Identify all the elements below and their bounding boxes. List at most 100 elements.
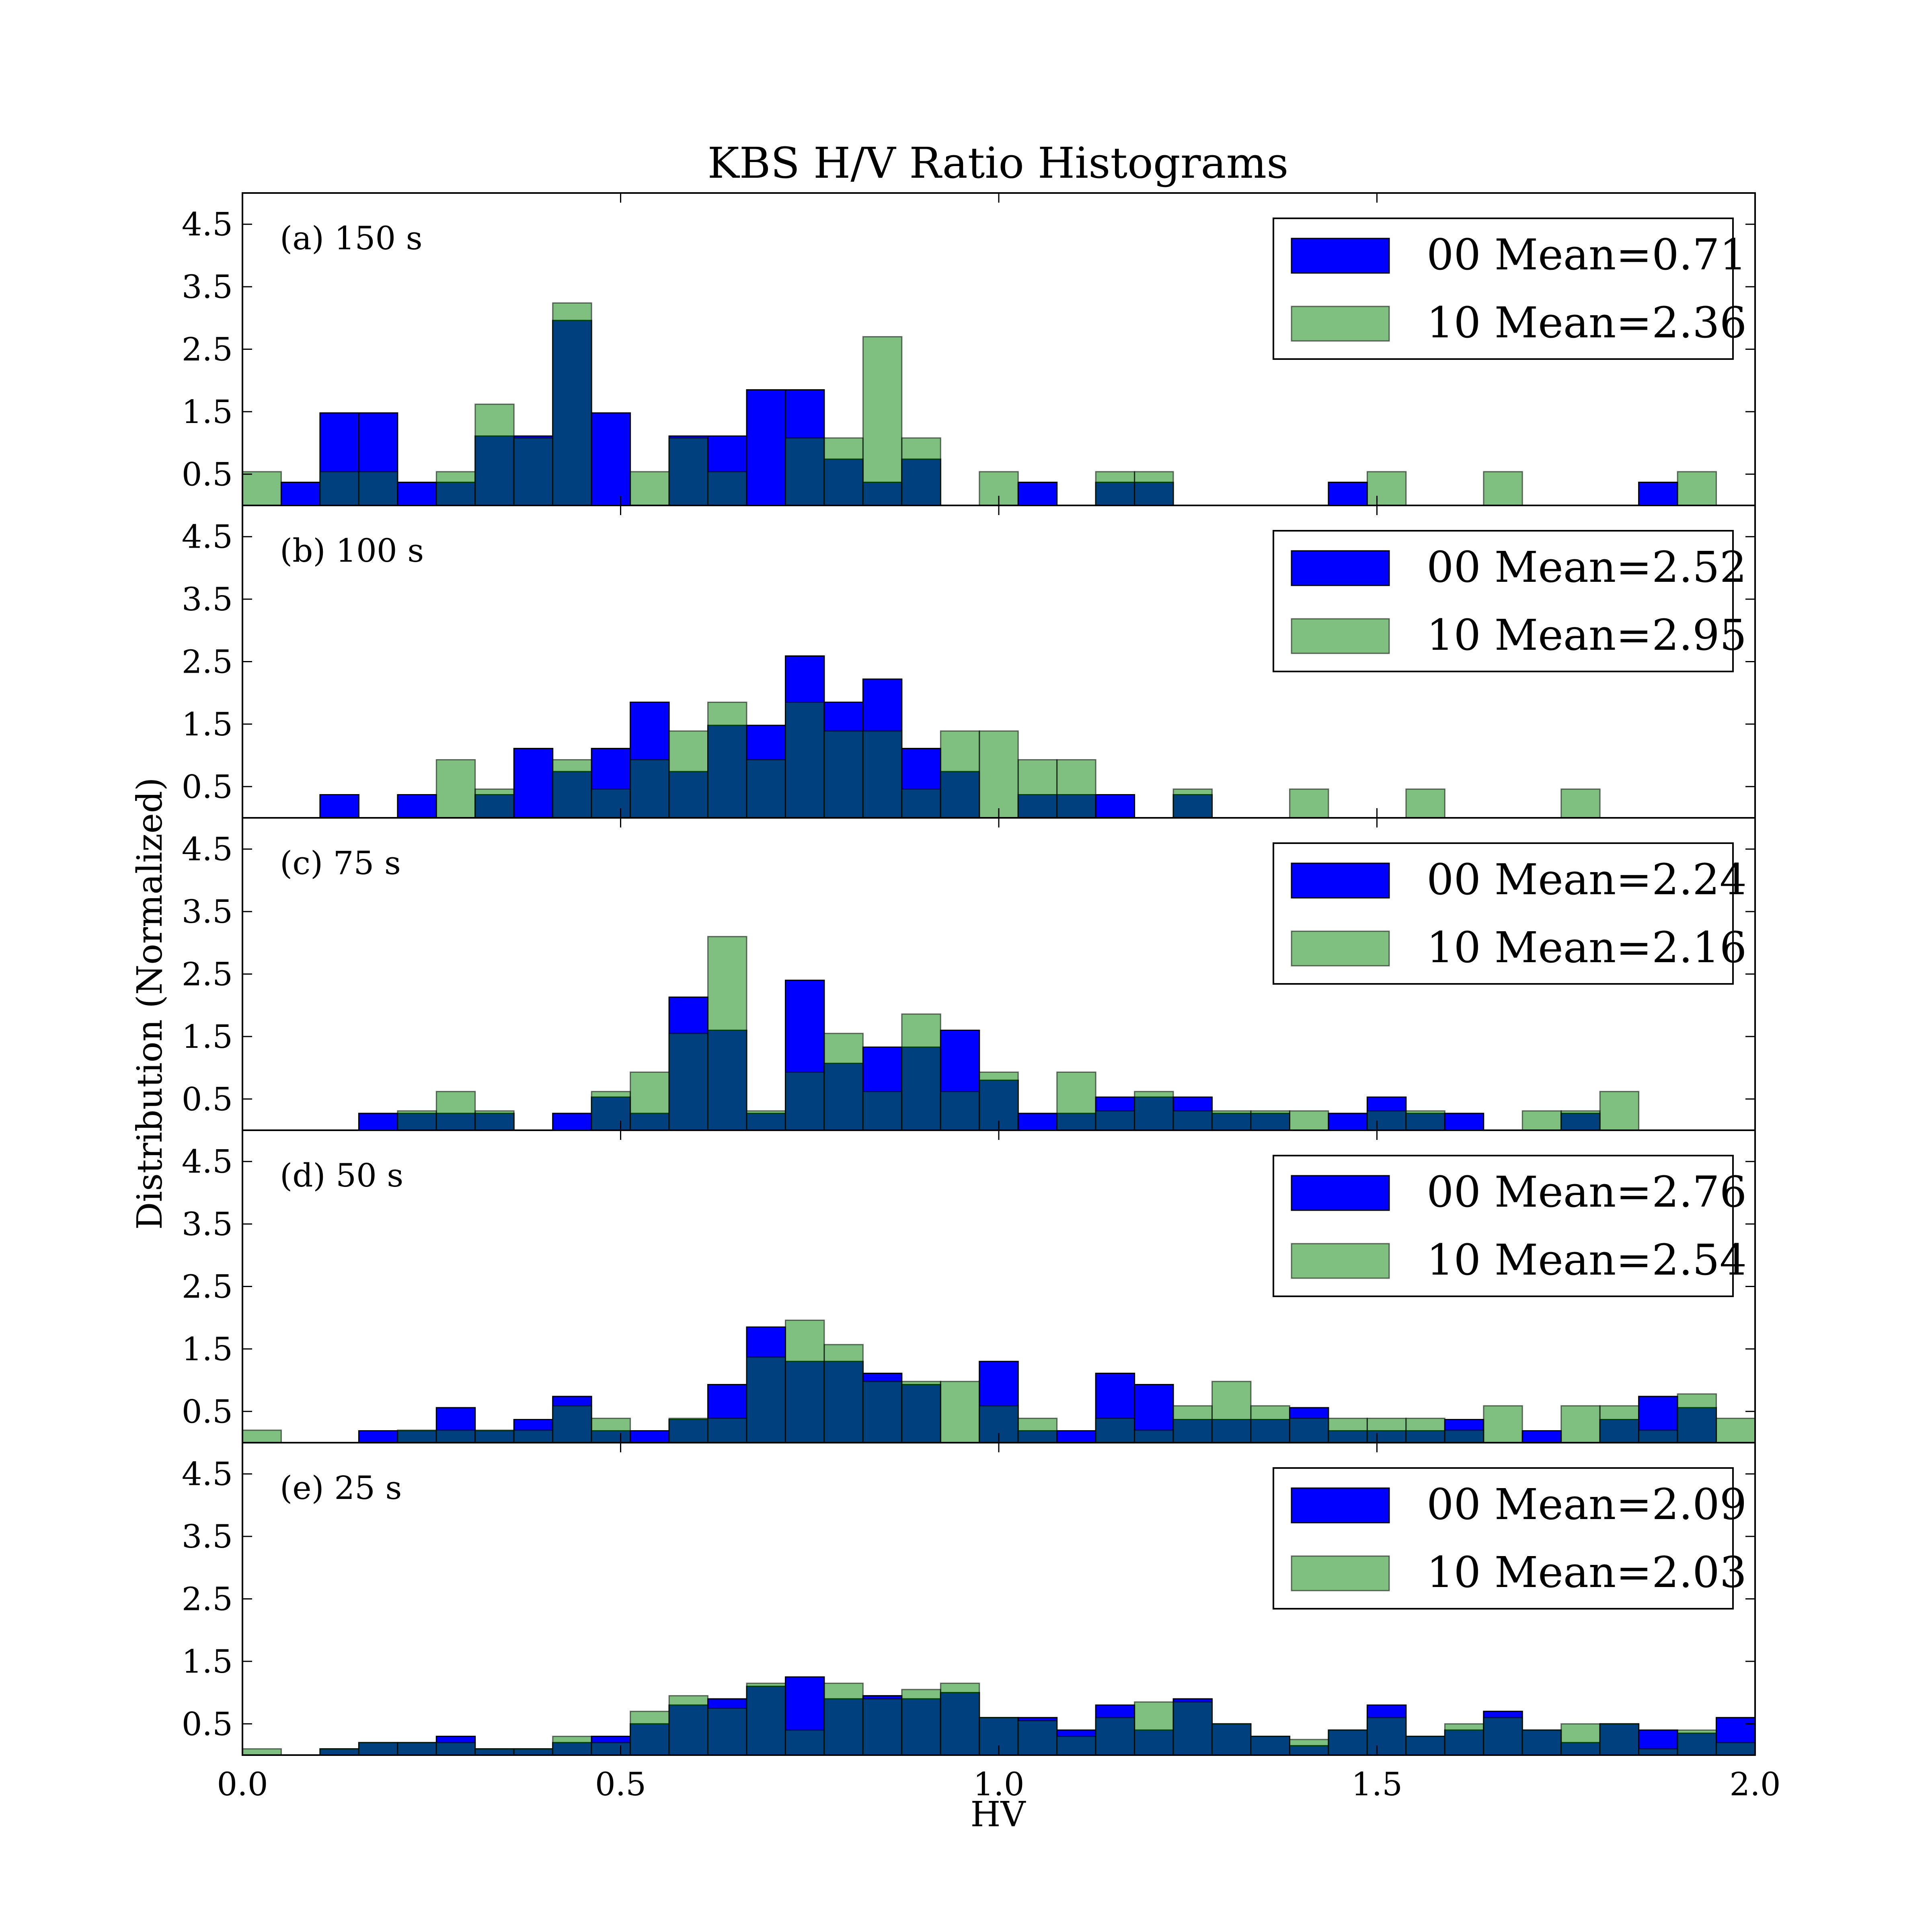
bar-series-10: [1444, 1429, 1484, 1443]
legend-label-10: 10 Mean=2.16: [1427, 923, 1747, 972]
bar-series-10: [862, 730, 903, 819]
bar-series-10: [746, 1110, 786, 1131]
y-axis-label: Distribution (Normalized): [130, 777, 170, 1230]
bar-series-10: [1172, 1701, 1213, 1756]
y-tick-label: 2.5: [182, 1268, 233, 1306]
bar-series-10: [1483, 471, 1523, 506]
panel-5: 0.5 1.5 2.5 3.5 4.5 (e) 25 s 00 Mean=2.09 10 Me…: [182, 1442, 1756, 1756]
bar-series-10: [979, 730, 1019, 819]
legend-label-00: 00 Mean=2.09: [1427, 1480, 1747, 1529]
bar-series-10: [1095, 471, 1135, 506]
panels-layer: 0.5 1.5 2.5 3.5 4.5 (a) 150 s 00 Mean=0.71 10 M…: [182, 192, 1781, 1803]
bar-series-10: [1095, 1110, 1135, 1131]
bar-series-10: [1560, 1110, 1601, 1131]
bar-series-10: [784, 1729, 825, 1756]
bar-series-10: [901, 437, 941, 506]
legend-swatch-00: [1291, 550, 1390, 586]
bar-series-10: [1366, 1110, 1407, 1131]
legend-swatch-00: [1291, 1487, 1390, 1523]
bar-series-00: [1328, 482, 1368, 506]
bar-series-00: [397, 794, 437, 819]
bar-series-10: [1405, 1417, 1445, 1443]
bar-series-10: [552, 1405, 592, 1443]
bar-series-10: [1366, 471, 1407, 506]
bar-series-10: [1172, 1405, 1213, 1443]
bar-series-10: [1366, 1417, 1407, 1443]
bar-series-10: [1638, 1429, 1678, 1443]
bar-series-10: [1134, 471, 1174, 506]
bar-series-10: [397, 1429, 437, 1443]
y-tick-label: 0.5: [182, 1393, 233, 1430]
bar-series-10: [358, 471, 398, 506]
panel-label: (a) 150 s: [280, 220, 423, 257]
bar-series-10: [1405, 1735, 1445, 1756]
chart-title: KBS H/V Ratio Histograms: [707, 138, 1288, 188]
panel-label: (c) 75 s: [280, 844, 401, 882]
bar-series-00: [552, 1113, 592, 1131]
y-tick-label: 4.5: [182, 1456, 233, 1493]
bar-series-10: [862, 1698, 903, 1756]
bar-series-10: [823, 730, 864, 819]
legend-label-00: 00 Mean=0.71: [1427, 230, 1747, 279]
bar-series-00: [591, 412, 631, 506]
bars-group: [319, 655, 1601, 819]
x-tick-label: 1.5: [1351, 1766, 1402, 1803]
bar-series-10: [1250, 1405, 1290, 1443]
bar-series-10: [668, 437, 709, 506]
bar-series-10: [1017, 759, 1058, 819]
bar-series-10: [1211, 1381, 1252, 1443]
bar-series-10: [1328, 1417, 1368, 1443]
x-tick-label: 1.0: [973, 1766, 1024, 1803]
legend-label-00: 00 Mean=2.52: [1427, 542, 1747, 592]
bar-series-10: [1289, 1110, 1329, 1131]
bar-series-10: [435, 1429, 476, 1443]
bar-series-10: [474, 1748, 515, 1756]
bar-series-10: [1056, 759, 1096, 819]
bar-series-10: [1677, 1729, 1717, 1756]
bar-series-10: [862, 1091, 903, 1131]
bar-series-10: [242, 471, 282, 506]
bar-series-00: [513, 748, 554, 819]
bar-series-10: [1056, 1735, 1096, 1756]
bar-series-10: [242, 1748, 282, 1756]
bar-series-10: [513, 437, 554, 506]
bar-series-10: [1483, 1405, 1523, 1443]
legend-swatch-10: [1291, 1243, 1390, 1279]
bar-series-10: [823, 1344, 864, 1443]
bars-group: [358, 936, 1640, 1131]
bar-series-00: [1017, 482, 1058, 506]
y-tick-label: 3.5: [182, 893, 233, 930]
bar-series-10: [319, 1748, 359, 1756]
y-tick-label: 0.5: [182, 456, 233, 493]
y-tick-label: 4.5: [182, 831, 233, 868]
bar-series-10: [707, 1417, 747, 1443]
bar-series-10: [1599, 1723, 1640, 1756]
panel-label: (b) 100 s: [280, 532, 424, 569]
bar-series-00: [319, 794, 359, 819]
y-tick-label: 3.5: [182, 1205, 233, 1243]
x-tick-label: 0.0: [217, 1766, 268, 1803]
legend-label-00: 00 Mean=2.76: [1427, 1167, 1747, 1217]
bar-series-10: [1328, 1729, 1368, 1756]
legend-label-10: 10 Mean=2.95: [1427, 610, 1747, 660]
bar-series-10: [1250, 1735, 1290, 1756]
bar-series-10: [668, 1417, 709, 1443]
bar-series-10: [1095, 1417, 1135, 1443]
bar-series-10: [901, 1381, 941, 1443]
y-tick-label: 1.5: [182, 393, 233, 431]
bar-series-10: [591, 1742, 631, 1756]
bar-series-10: [1560, 1723, 1601, 1756]
bar-series-10: [862, 336, 903, 506]
legend: 00 Mean=2.24 10 Mean=2.16: [1273, 842, 1747, 985]
bar-series-10: [979, 1071, 1019, 1131]
bar-series-10: [668, 1033, 709, 1131]
bar-series-10: [552, 759, 592, 819]
y-tick-label: 2.5: [182, 1581, 233, 1618]
bar-series-10: [1716, 1417, 1756, 1443]
bar-series-10: [1677, 1393, 1717, 1443]
bar-series-10: [746, 1682, 786, 1756]
bar-series-10: [358, 1742, 398, 1756]
bar-series-10: [397, 1742, 437, 1756]
panel-3: 0.5 1.5 2.5 3.5 4.5 (c) 75 s 00 Mean=2.24 10 Me…: [182, 817, 1756, 1131]
